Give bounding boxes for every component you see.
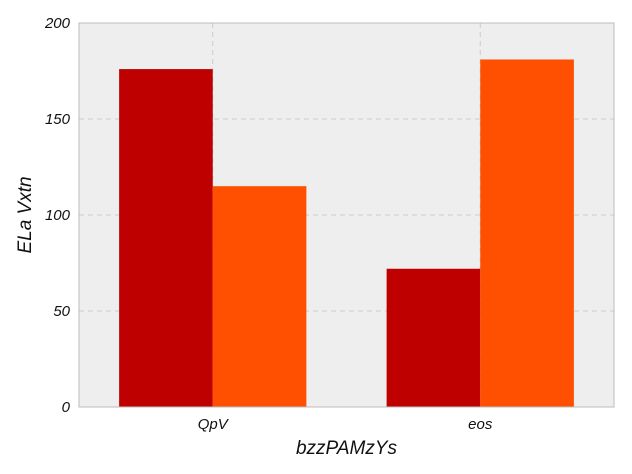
y-tick-label: 100 — [45, 207, 71, 224]
bar-eos-series-1 — [387, 269, 481, 407]
y-axis-label: ELa Vxtn — [15, 176, 36, 253]
x-tick-label: eos — [468, 416, 493, 433]
y-tick-labels: 0 50 100 150 200 — [44, 15, 71, 416]
bar-QpV-series-1 — [119, 69, 213, 407]
bar-eos-series-2 — [480, 59, 574, 407]
bar-QpV-series-2 — [213, 186, 307, 407]
x-tick-label: QpV — [198, 416, 230, 433]
y-tick-label: 150 — [45, 111, 71, 128]
y-tick-label: 0 — [62, 399, 71, 416]
x-tick-labels: QpV eos — [198, 416, 493, 433]
y-tick-label: 50 — [53, 303, 70, 320]
x-axis-label: bzzPAMzYs — [296, 438, 398, 459]
y-tick-label: 200 — [44, 15, 71, 32]
